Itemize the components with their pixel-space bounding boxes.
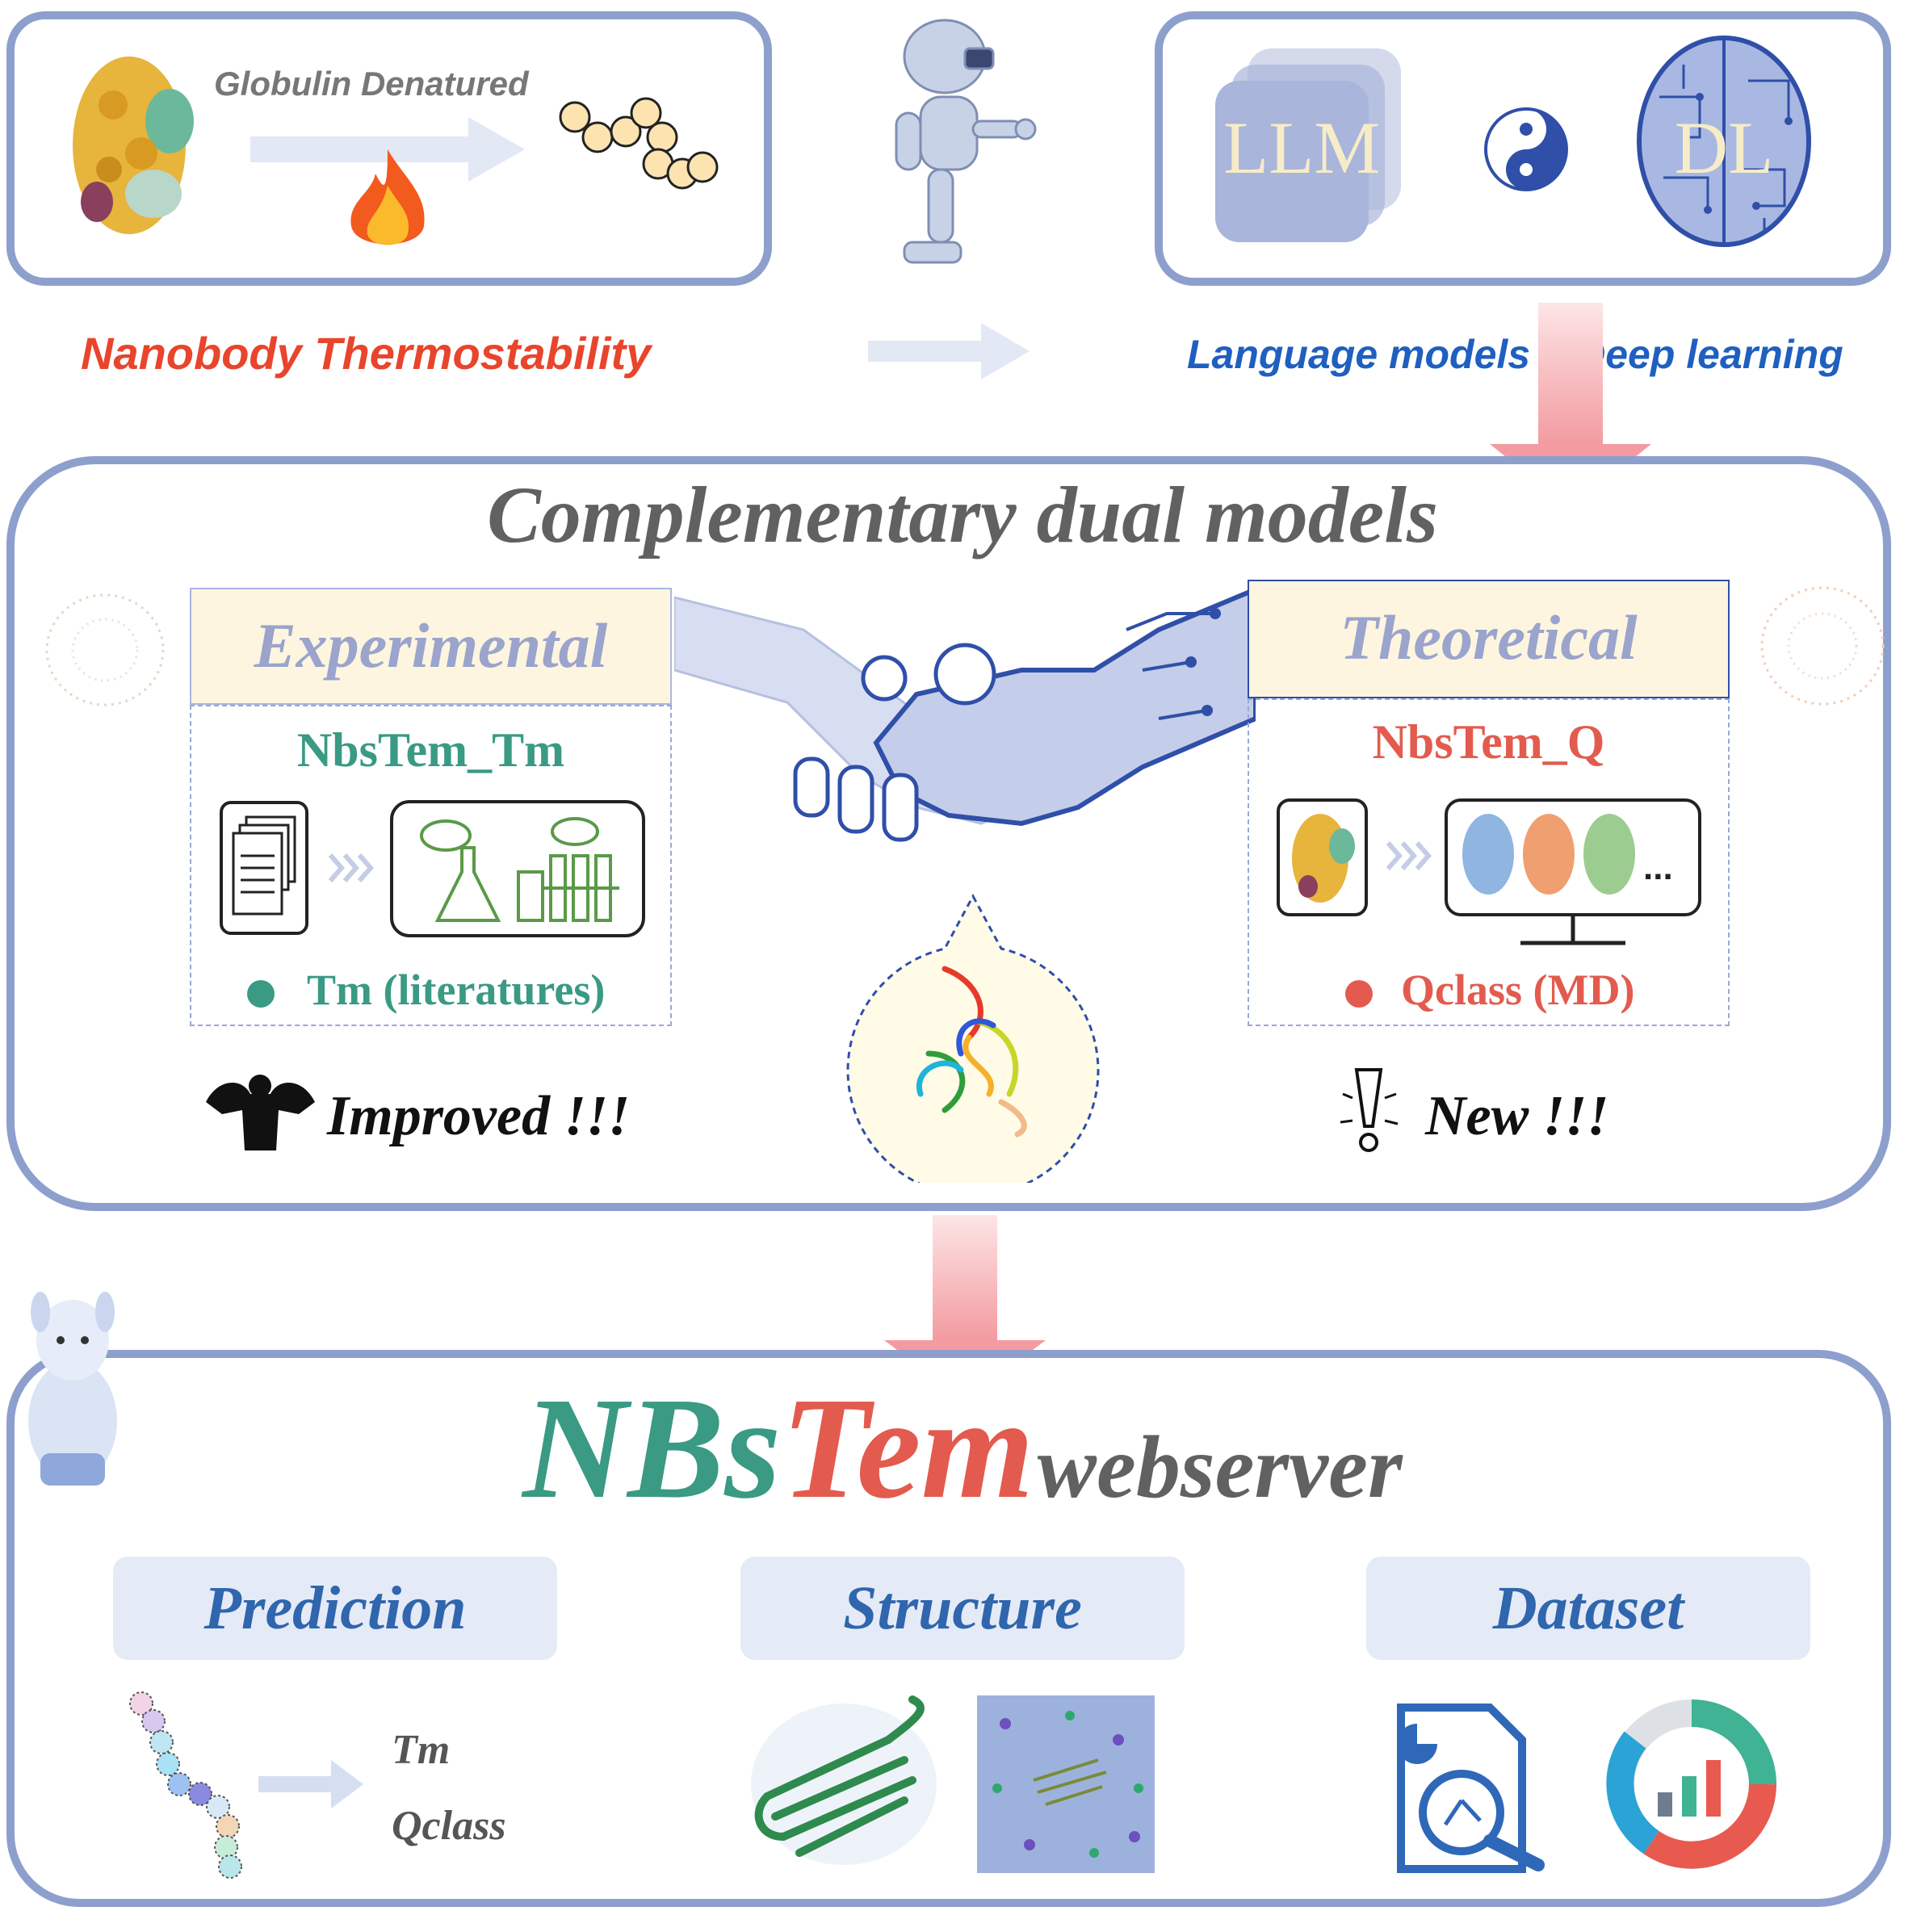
muscle-icon: [206, 1075, 315, 1150]
qclass-md-text: Qclass (MD): [1401, 966, 1635, 1014]
red-bullet-icon: [1345, 980, 1373, 1008]
flow-arrow-icon: [868, 323, 1030, 379]
handshake-icon: [674, 586, 1256, 842]
denature-arrow-icon: [250, 117, 525, 182]
improved-text: Improved !!!: [327, 1085, 631, 1147]
experimental-header-text: Experimental: [254, 610, 608, 681]
thermostability-caption: Nanobody Thermostability: [81, 328, 652, 379]
unfolded-chain-icon: [559, 97, 719, 190]
tab-structure[interactable]: Structure: [740, 1557, 1185, 1660]
tab-dataset[interactable]: Dataset: [1366, 1557, 1810, 1660]
green-brain-dots-icon: [45, 593, 165, 706]
prediction-output-tm: Tm: [392, 1727, 451, 1773]
globular-protein-icon: [73, 57, 194, 234]
robot-icon: [895, 19, 1037, 264]
chevrons-icon-2: [1386, 841, 1432, 870]
lab-glassware-icon: [390, 800, 645, 937]
experimental-header: [190, 588, 672, 705]
title-nbs: NBs: [522, 1368, 782, 1528]
sequence-beads-icon: [129, 1691, 242, 1879]
brain-circuit-icon: [1637, 36, 1811, 247]
nanobody-bubble-icon: [846, 893, 1100, 1183]
flame-icon: [350, 149, 425, 245]
yin-yang-icon: [1484, 107, 1568, 191]
md-monitor-icon: [1445, 798, 1701, 945]
language-models-text: Language models: [1187, 332, 1531, 377]
green-bullet-icon: [247, 980, 275, 1008]
llm-stack-icon: [1215, 48, 1401, 242]
deep-learning-text: Deep learning: [1576, 332, 1843, 377]
webserver-title: NBsTem webserver: [0, 1364, 1925, 1532]
theoretical-header-text: Theoretical: [1340, 602, 1638, 673]
data-search-icon: [1397, 1704, 1545, 1873]
alpaca-mascot-icon: [28, 1292, 117, 1486]
protein-ribbon-icon: [751, 1695, 937, 1865]
process-label: Globulin Denatured: [214, 65, 529, 103]
orange-brain-dots-icon: [1760, 586, 1885, 706]
prediction-arrow-icon: [258, 1760, 363, 1808]
chevrons-icon: [328, 853, 374, 882]
dl-label: DL: [1674, 107, 1774, 189]
experimental-box: [190, 705, 672, 1026]
title-webserver: webserver: [1037, 1418, 1403, 1516]
prediction-output-qclass: Qclass: [392, 1803, 506, 1849]
tab-prediction[interactable]: Prediction: [113, 1557, 557, 1660]
tm-literatures-text: Tm (literatures): [307, 966, 606, 1014]
nbstem-q-label: NbsTem_Q: [1372, 715, 1605, 769]
theoretical-box: [1248, 698, 1730, 1026]
document-stack-icon: [220, 801, 308, 935]
llm-label: LLM: [1223, 107, 1381, 189]
title-tem: Tem: [781, 1368, 1034, 1528]
nbstem-tm-label: NbsTem_Tm: [296, 723, 565, 777]
protein-thumbnail-icon: [1277, 798, 1368, 916]
solvated-box-icon: [977, 1695, 1155, 1873]
new-text: New !!!: [1425, 1085, 1609, 1147]
dual-models-title: Complementary dual models: [487, 470, 1438, 559]
donut-chart-icon: [1606, 1699, 1776, 1869]
exclamation-icon: [1340, 1068, 1399, 1152]
theoretical-header: [1248, 580, 1730, 698]
ellipsis-text: ...: [1643, 848, 1673, 887]
